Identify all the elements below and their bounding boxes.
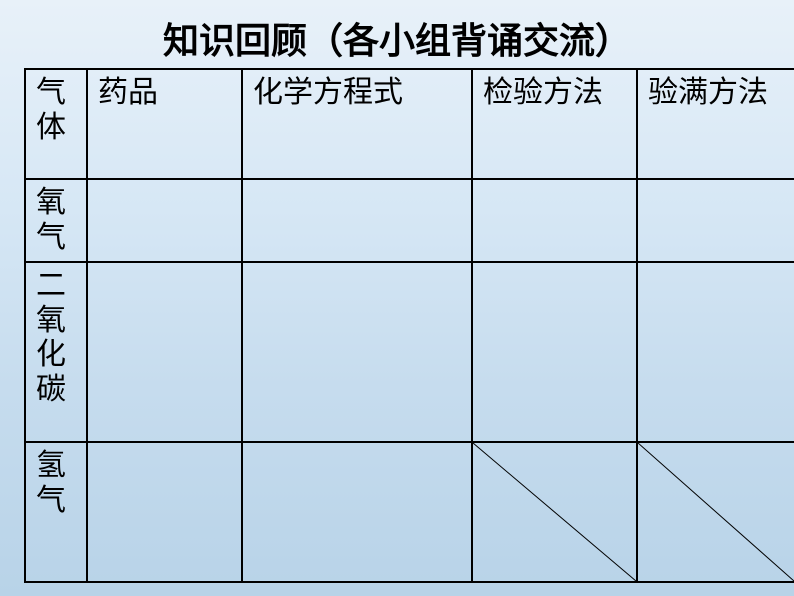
col-header-equation: 化学方程式 [242,69,472,179]
review-table: 气体 药品 化学方程式 检验方法 验满方法 氧气 二氧化碳 [24,68,794,583]
table-row-co2: 二氧化碳 [25,262,794,442]
row-co2-check [472,262,637,442]
row-co2-medicine [87,262,242,442]
col-header-medicine: 药品 [87,69,242,179]
row-co2-full [637,262,794,442]
row-o2-medicine [87,179,242,262]
row-h2-check-na [472,442,637,582]
row-o2-equation [242,179,472,262]
table-header-row: 气体 药品 化学方程式 检验方法 验满方法 [25,69,794,179]
slide-title: 知识回顾（各小组背诵交流） [0,12,794,64]
row-co2-equation [242,262,472,442]
row-h2-equation [242,442,472,582]
slide: 知识回顾（各小组背诵交流） 气体 药品 化学方程式 检验方法 验满方法 氧气 二… [0,0,794,596]
row-o2-check [472,179,637,262]
diagonal-icon [473,443,636,581]
row-h2-full-na [637,442,794,582]
diagonal-icon [638,443,794,581]
table-row-h2: 氢气 [25,442,794,582]
row-o2-label: 氧气 [25,179,87,262]
row-h2-medicine [87,442,242,582]
row-co2-label: 二氧化碳 [25,262,87,442]
row-h2-label: 氢气 [25,442,87,582]
review-table-wrap: 气体 药品 化学方程式 检验方法 验满方法 氧气 二氧化碳 [24,68,794,583]
col-header-check: 检验方法 [472,69,637,179]
col-header-full: 验满方法 [637,69,794,179]
table-row-o2: 氧气 [25,179,794,262]
col-header-gas: 气体 [25,69,87,179]
row-o2-full [637,179,794,262]
